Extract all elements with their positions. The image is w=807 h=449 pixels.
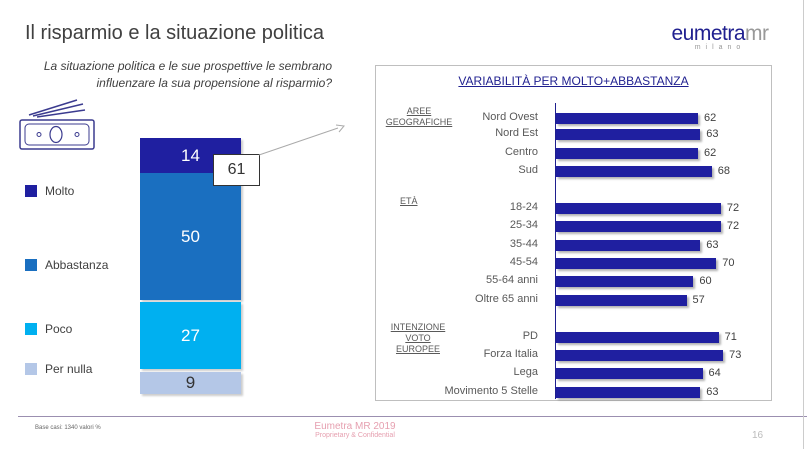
legend-per_nulla: Per nulla — [25, 362, 92, 376]
footer-divider — [18, 416, 807, 417]
bar — [556, 295, 687, 306]
callout-value: 61 — [227, 161, 246, 178]
bar — [556, 148, 698, 159]
category-label: Forza Italia — [483, 348, 538, 360]
money-bill-icon — [19, 99, 95, 150]
legend-poco: Poco — [25, 322, 72, 336]
legend-label: Per nulla — [45, 362, 93, 376]
panel-title: VARIABILITÀ PER MOLTO+ABBASTANZA — [458, 74, 689, 88]
bar-value: 57 — [692, 294, 705, 306]
legend-label: Abbastanza — [45, 258, 109, 272]
bar — [556, 113, 698, 124]
bar-value: 68 — [717, 165, 730, 177]
callout-box: 61 — [213, 154, 260, 186]
bar — [556, 350, 724, 361]
bar — [556, 203, 721, 214]
bar-value: 63 — [706, 386, 719, 398]
stack-segment-abbastanza: 50 — [140, 173, 241, 300]
bar-value: 62 — [703, 147, 717, 159]
bar — [556, 258, 717, 269]
legend-swatch — [25, 363, 37, 375]
footer-confidential: Proprietary & Confidential — [315, 432, 395, 439]
bar — [556, 129, 701, 140]
category-label: Oltre 65 anni — [475, 293, 538, 305]
bar-value: 63 — [706, 239, 719, 251]
category-label: 55-64 anni — [486, 274, 538, 286]
legend-swatch — [25, 323, 37, 335]
bar-value: 60 — [699, 275, 712, 287]
question-subtitle: La situazione politica e le sue prospett… — [43, 59, 332, 90]
footer-company-name: Eumetra MR 2019 — [314, 421, 396, 432]
category-label: 25-34 — [509, 219, 538, 231]
bar — [556, 276, 694, 287]
stack-segment-per_nulla: 9 — [140, 372, 241, 394]
category-label: Lega — [513, 366, 538, 378]
bar-value: 70 — [722, 257, 735, 269]
group-label: AREE GEOGRAFICHE — [385, 106, 453, 127]
category-label: Nord Ovest — [482, 111, 538, 123]
bar — [556, 387, 701, 398]
category-label: Sud — [518, 164, 538, 176]
category-label: Centro — [504, 146, 538, 158]
connector-arrow — [258, 124, 345, 156]
footer-company: Eumetra MR 2019 Proprietary & Confidenti… — [290, 421, 420, 439]
legend-label: Poco — [45, 322, 73, 336]
category-label: 18-24 — [509, 201, 538, 213]
bar-value: 63 — [706, 128, 719, 140]
category-label: Nord Est — [495, 127, 538, 139]
category-label: Movimento 5 Stelle — [444, 385, 538, 397]
logo-city: milano — [694, 44, 746, 51]
bar-value: 64 — [708, 367, 721, 379]
category-label: PD — [522, 330, 538, 342]
bar — [556, 221, 721, 232]
variability-panel: VARIABILITÀ PER MOLTO+ABBASTANZA AREE GE… — [375, 65, 772, 401]
bar-value: 72 — [726, 202, 740, 214]
stack-segment-poco: 27 — [140, 302, 241, 369]
category-label: 45-54 — [509, 256, 538, 268]
bar-value: 71 — [724, 331, 737, 343]
group-label: INTENZIONE VOTO EUROPEE — [390, 322, 446, 354]
logo-suffix: mr — [745, 22, 769, 45]
category-label: 35-44 — [509, 238, 538, 250]
bar — [556, 240, 701, 251]
bar-value: 62 — [703, 112, 717, 124]
page-number: 16 — [752, 430, 764, 441]
slide-edge — [803, 0, 804, 449]
footer-base: Base casi: 1340 valori % — [35, 425, 101, 431]
legend-molto: Molto — [25, 184, 74, 198]
axis-line — [555, 103, 556, 399]
legend-swatch — [25, 259, 37, 271]
bar — [556, 166, 712, 177]
logo-brand: eumetra — [671, 22, 746, 45]
logo: eumetramr milano — [660, 22, 780, 51]
bar — [556, 332, 719, 343]
bar-value: 72 — [726, 220, 740, 232]
legend-label: Molto — [45, 184, 75, 198]
legend-swatch — [25, 185, 37, 197]
page-title: Il risparmio e la situazione politica — [25, 22, 325, 44]
bar — [556, 368, 703, 379]
bar-value: 73 — [729, 349, 742, 361]
group-label: ETÀ — [400, 196, 418, 206]
legend-abbastanza: Abbastanza — [25, 258, 108, 272]
